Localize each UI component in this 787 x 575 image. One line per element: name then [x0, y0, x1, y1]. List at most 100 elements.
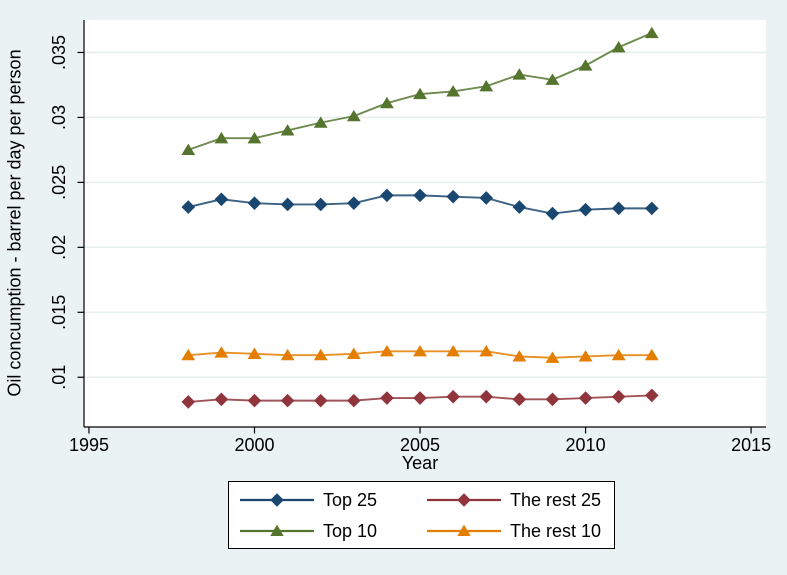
diamond-marker — [280, 197, 295, 212]
triangle-marker — [512, 350, 527, 362]
triangle-marker — [457, 524, 471, 536]
triangle-marker — [479, 344, 494, 357]
diamond-marker — [457, 492, 471, 507]
legend-swatch-svg — [240, 524, 314, 536]
triangle-marker — [644, 348, 659, 361]
legend-swatch-svg — [427, 492, 501, 507]
y-axis-title: Oil concumption - barrel per day per per… — [4, 49, 25, 397]
legend-label-the-rest-25: The rest 25 — [510, 489, 602, 510]
triangle-marker — [214, 346, 229, 358]
triangle-marker — [313, 116, 328, 128]
triangle-marker — [578, 350, 593, 362]
diamond-marker — [214, 392, 229, 407]
legend-swatch-the-rest-10 — [425, 523, 503, 539]
legend-item-the-rest-10: The rest 10 — [425, 522, 614, 540]
diamond-marker — [380, 188, 394, 203]
diamond-marker — [545, 392, 560, 407]
x-tick-label: 2015 — [731, 435, 771, 455]
diamond-marker — [181, 200, 196, 214]
triangle-marker — [479, 79, 494, 92]
diamond-marker — [479, 389, 494, 404]
legend-swatch-top-25 — [238, 492, 316, 508]
diamond-marker — [347, 196, 361, 210]
diamond-marker — [313, 393, 328, 408]
legend-box: Top 25 The rest 25 Top 10 The rest 10 — [228, 481, 615, 549]
legend-swatch-svg — [240, 492, 314, 507]
legend-swatch-top-10 — [238, 523, 316, 539]
diamond-marker — [644, 201, 659, 216]
triangle-marker — [247, 131, 262, 144]
triangle-marker — [380, 96, 394, 109]
triangle-marker — [578, 59, 593, 71]
triangle-marker — [181, 143, 196, 156]
triangle-marker — [313, 348, 328, 361]
legend-item-top-10: Top 10 — [238, 522, 425, 540]
triangle-marker — [512, 68, 527, 80]
triangle-marker — [611, 348, 626, 361]
x-tick-label: 2010 — [566, 435, 606, 455]
legend-swatch-the-rest-25 — [425, 492, 503, 508]
triangle-marker — [247, 347, 262, 359]
y-tick-label: .02 — [49, 235, 69, 260]
diamond-marker — [644, 388, 659, 403]
plot-area — [84, 20, 766, 427]
diamond-marker — [479, 191, 494, 205]
x-axis-title: Year — [401, 453, 439, 473]
legend-item-top-25: Top 25 — [238, 491, 425, 509]
diamond-marker — [446, 389, 460, 404]
triangle-marker — [214, 131, 229, 144]
diamond-marker — [578, 391, 593, 405]
y-tick-label: .035 — [49, 35, 69, 70]
triangle-marker — [270, 524, 284, 536]
triangle-marker — [413, 87, 427, 100]
diamond-marker — [413, 391, 427, 405]
diamond-marker — [181, 395, 196, 409]
diamond-marker — [214, 192, 229, 207]
diamond-marker — [380, 391, 394, 405]
diamond-marker — [578, 202, 593, 217]
diamond-marker — [247, 196, 262, 210]
diamond-marker — [611, 201, 626, 216]
legend-label-the-rest-10: The rest 10 — [510, 520, 602, 541]
series-the-rest-10 — [181, 344, 659, 363]
diamond-marker — [347, 393, 361, 408]
y-tick-label: .025 — [49, 165, 69, 200]
y-tick-label: .015 — [49, 295, 69, 330]
x-tick-label: 1995 — [69, 435, 109, 455]
y-tick-label: .03 — [49, 105, 69, 130]
triangle-marker — [644, 26, 659, 39]
diamond-marker — [512, 392, 527, 407]
triangle-marker — [545, 351, 560, 363]
x-tick-label: 2000 — [234, 435, 274, 455]
legend-label-top-25: Top 25 — [323, 489, 378, 510]
series-top-10 — [181, 26, 659, 156]
triangle-marker — [611, 40, 626, 53]
diamond-marker — [545, 206, 560, 221]
triangle-marker — [380, 344, 394, 357]
triangle-marker — [181, 348, 196, 361]
triangle-marker — [446, 85, 461, 97]
triangle-marker — [545, 73, 560, 85]
series-top-25 — [181, 188, 659, 221]
triangle-marker — [346, 347, 361, 359]
triangle-marker — [413, 344, 427, 357]
triangle-marker — [446, 344, 461, 357]
diamond-marker — [413, 188, 427, 203]
x-tick-label: 2005 — [400, 435, 440, 455]
legend-item-the-rest-25: The rest 25 — [425, 491, 614, 509]
series-the-rest-25 — [181, 388, 659, 409]
legend-label-top-10: Top 10 — [323, 520, 378, 541]
diamond-marker — [280, 393, 295, 408]
triangle-marker — [346, 109, 361, 122]
diamond-marker — [446, 189, 460, 204]
diamond-marker — [247, 393, 262, 408]
diamond-marker — [270, 492, 284, 507]
legend-swatch-svg — [427, 524, 501, 536]
triangle-marker — [280, 124, 295, 136]
diamond-marker — [611, 389, 626, 404]
y-tick-label: .01 — [49, 365, 69, 390]
diamond-marker — [313, 197, 328, 212]
diamond-marker — [512, 200, 527, 214]
